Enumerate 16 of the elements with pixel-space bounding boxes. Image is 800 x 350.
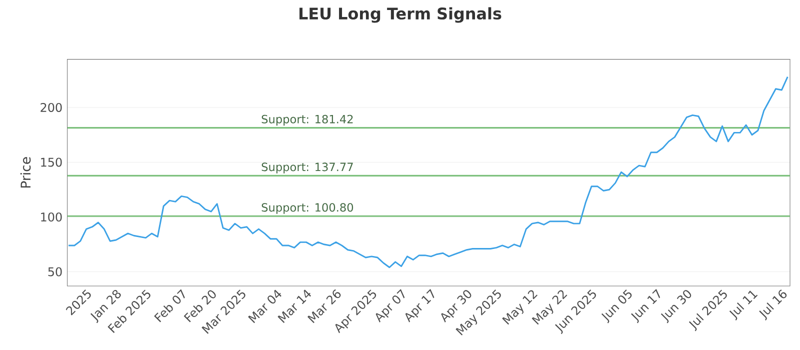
- x-tick-label: Apr 07: [376, 289, 405, 323]
- y-axis-title: Price: [20, 157, 31, 188]
- x-tick-label: Jun 17: [631, 288, 660, 324]
- y-tick-label: 200: [40, 102, 62, 112]
- x-tick-label: Feb 07: [154, 289, 185, 322]
- chart-title: LEU Long Term Signals: [299, 7, 502, 23]
- x-tick-label: Jul 11: [729, 290, 758, 320]
- ref-line-label: Support: 137.77: [262, 162, 353, 174]
- y-tick-label: 150: [41, 158, 62, 167]
- ref-line-label: Support: 181.42: [262, 114, 353, 126]
- x-tick-label: Jul 16: [759, 290, 787, 320]
- ref-line-label: Support: 100.80: [262, 203, 354, 214]
- x-tick-label: Jun 05: [601, 290, 632, 324]
- x-tick-label: Apr 17: [405, 288, 434, 322]
- y-tick-label: 50: [48, 267, 62, 276]
- y-tick-label: 100: [41, 212, 62, 222]
